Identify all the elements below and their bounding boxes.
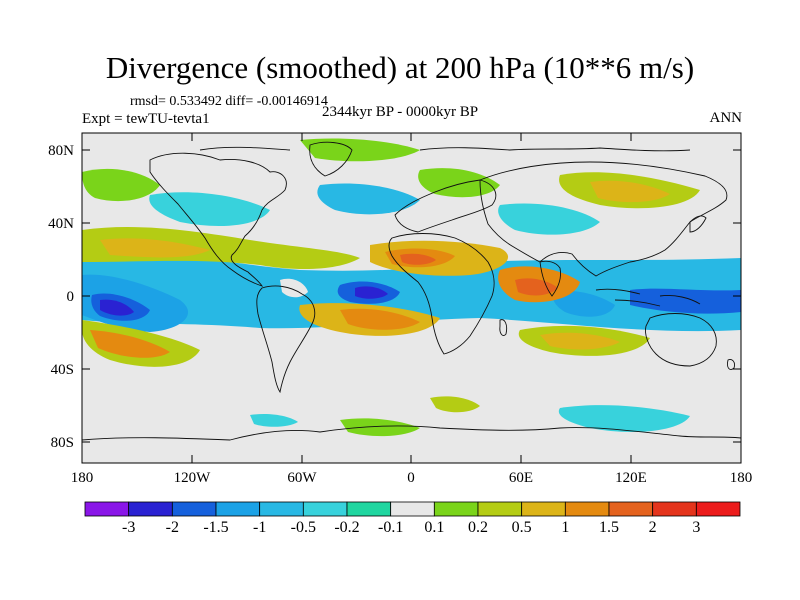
field-cyan-so (558, 405, 690, 432)
lat-label-40s: 40S (51, 362, 74, 378)
lat-ticks (82, 149, 741, 443)
lat-label-40n: 40N (48, 216, 74, 232)
field-gray-pocket (280, 278, 308, 298)
japan-outline (689, 215, 707, 233)
colorbar-swatch (128, 501, 173, 517)
lat-label-eq: 0 (67, 289, 75, 305)
colorbar-label: -0.2 (334, 519, 359, 536)
field-green-europe (418, 168, 500, 198)
colorbar-swatch (564, 501, 610, 517)
lat-label-80n: 80N (48, 143, 74, 159)
colorbar-swatch (433, 501, 479, 517)
field-orange-asia (590, 180, 670, 203)
madagascar-outline (499, 319, 508, 337)
asia-outline (479, 161, 728, 277)
field-green-arctic (300, 138, 420, 162)
colorbar-swatch (302, 501, 348, 517)
antarctica-outline (82, 425, 741, 441)
colorbar-label: 0.2 (468, 519, 488, 536)
indonesia-outline (595, 288, 701, 307)
lon-label-60w: 60W (287, 470, 317, 486)
field-cyan-easia (498, 203, 600, 235)
lon-label-120w: 120W (174, 470, 212, 486)
new-zealand-outline (727, 359, 735, 371)
stats-text: rmsd= 0.533492 diff= -0.00146914 (130, 94, 328, 109)
field-red-africa (400, 253, 436, 265)
africa-outline (388, 233, 495, 355)
lat-label-80s: 80S (51, 435, 74, 451)
colorbar-swatch (477, 501, 523, 517)
field-orange-nsub (100, 238, 210, 258)
lon-label-180e: 180 (730, 470, 753, 486)
field-cyan-npac (149, 192, 270, 226)
north-america-outline (149, 152, 287, 287)
colorbar-label: -1 (253, 519, 266, 536)
colorbar-label: 1 (561, 519, 569, 536)
field-yellow-nsub (82, 227, 360, 270)
colorbar-swatch (346, 501, 392, 517)
colorbar-swatch (171, 501, 217, 517)
colorbar-swatch (84, 501, 130, 517)
colorbar-swatch (390, 501, 435, 517)
field-cyan-so2 (250, 413, 298, 427)
colorbar-label: -0.5 (291, 519, 316, 536)
colorbar-label: 0.5 (512, 519, 532, 536)
lon-ticks (81, 133, 742, 463)
lat-labels: 80N 40N 0 40S 80S (48, 143, 74, 451)
colorbar-swatch (608, 501, 654, 517)
lon-label-180w: 180 (71, 470, 94, 486)
greenland-outline (309, 141, 353, 177)
lon-label-60e: 60E (509, 470, 533, 486)
chart-title: Divergence (smoothed) at 200 hPa (10**6 … (105, 50, 695, 85)
lon-label-0: 0 (407, 470, 415, 486)
field-orange-spac (90, 330, 170, 358)
field-purple-pacific (100, 299, 134, 316)
colorbar-label: 3 (692, 519, 700, 536)
experiment-label: Expt = tewTU-tevta1 (82, 111, 210, 127)
field-blue-indian (553, 290, 615, 317)
india-outline (539, 260, 561, 297)
field-green-npac (82, 168, 160, 202)
colorbar-swatch (215, 501, 261, 517)
field-orange-satl (340, 308, 420, 330)
lon-label-120e: 120E (615, 470, 647, 486)
field-orange-sind (540, 332, 620, 350)
colorbar-label: 2 (649, 519, 657, 536)
colorbar-label: 1.5 (599, 519, 619, 536)
lon-labels: 180 120W 60W 0 60E 120E 180 (71, 470, 753, 486)
colorbar-swatch (521, 501, 566, 517)
colorbar-swatch (652, 501, 697, 517)
divergence-field (82, 138, 741, 437)
field-dblue-atlantic (355, 286, 388, 299)
colorbar-label: -0.1 (378, 519, 403, 536)
colorbar-label: -1.5 (203, 519, 228, 536)
colorbar-swatch (695, 501, 741, 517)
colorbar-swatch (259, 501, 304, 517)
australia-outline (645, 313, 717, 367)
field-green-so (340, 418, 420, 437)
period-label: 2344kyr BP - 0000kyr BP (322, 104, 479, 120)
field-yellow-so (430, 396, 480, 413)
south-america-outline (256, 285, 316, 394)
colorbar-label: -3 (122, 519, 135, 536)
coastlines (82, 141, 741, 441)
colorbar-label: -2 (166, 519, 179, 536)
field-red-india (515, 278, 558, 296)
field-blue-wpac (630, 288, 741, 314)
colorbar-label: 0.1 (424, 519, 444, 536)
arctic-coast-outline (199, 146, 691, 152)
field-cyan-natl (317, 183, 420, 215)
colorbar (84, 501, 741, 517)
europe-outline (394, 179, 497, 233)
season-label: ANN (709, 110, 743, 126)
colorbar-labels: -3 -2 -1.5 -1 -0.5 -0.2 -0.1 0.1 0.2 0.5 1 1.5 2 3 (122, 519, 700, 536)
